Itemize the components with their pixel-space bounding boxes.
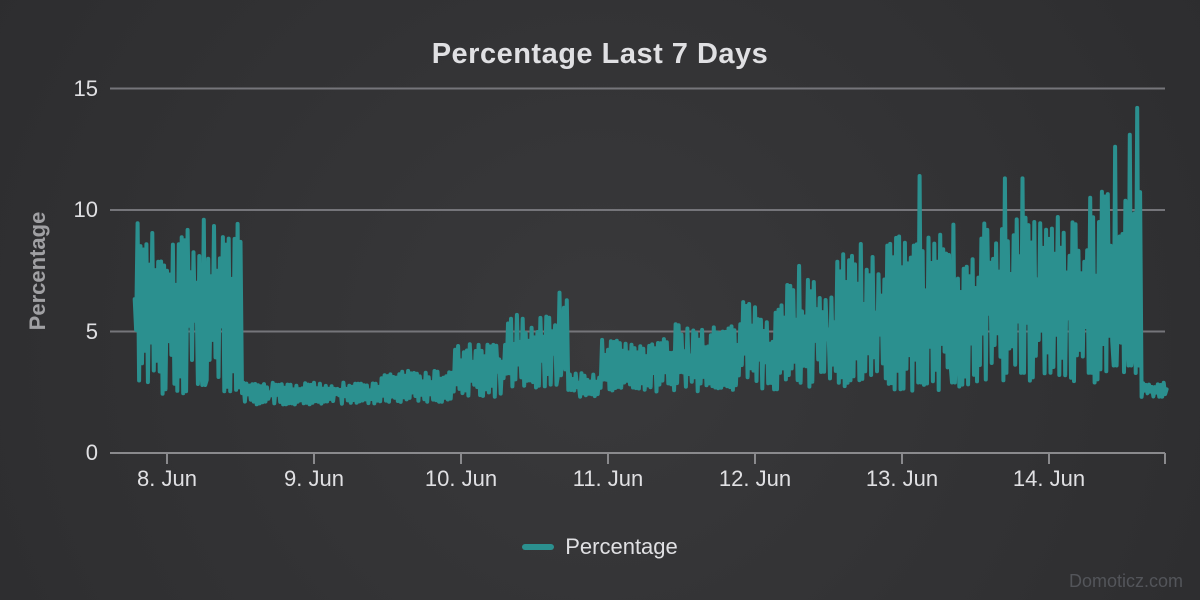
x-tick-label-3: 10. Jun [424, 466, 498, 491]
y-tick-label-15: 15 [73, 75, 98, 101]
legend-item-percentage[interactable]: Percentage [0, 532, 1200, 562]
x-tick-label-1: 8. Jun [137, 466, 197, 491]
legend-line-marker-icon [522, 544, 555, 550]
y-tick-label-0: 0 [85, 440, 98, 465]
x-tick-label-6: 13. Jun [865, 466, 939, 491]
y-tick-label-5: 5 [85, 318, 98, 344]
legend-label: Percentage [565, 534, 678, 559]
chart-title: Percentage Last 7 Days [431, 38, 769, 71]
y-tick-label-10: 10 [73, 197, 98, 222]
x-tick-label-4: 11. Jun [572, 466, 644, 491]
x-tick-label-7: 14. Jun [1012, 466, 1086, 491]
x-tick-label-5: 12. Jun [718, 466, 792, 491]
domoticz-credits-link[interactable]: Domoticz.com [1068, 571, 1183, 591]
x-tick-label-2: 9. Jun [284, 466, 344, 491]
series-line-percentage[interactable] [132, 105, 1169, 407]
